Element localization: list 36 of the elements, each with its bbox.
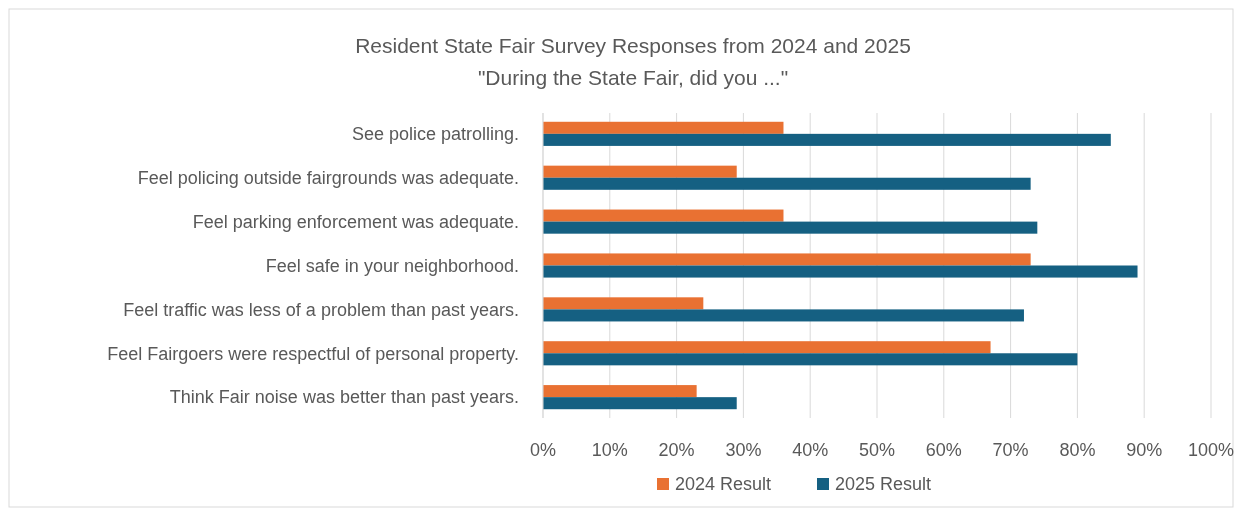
bar: [543, 397, 737, 410]
y-tick-label: Feel Fairgoers were respectful of personal property.: [107, 343, 519, 364]
x-tick-label: 100%: [1187, 440, 1235, 460]
y-tick-label: Feel traffic was less of a problem than past years.: [123, 299, 519, 320]
x-tick-label: 80%: [1059, 440, 1096, 460]
x-tick-label: 30%: [725, 440, 762, 460]
bar: [543, 177, 1031, 190]
chart-title: Resident State Fair Survey Responses from 2024 and 2025: [355, 34, 911, 57]
bar: [543, 341, 991, 354]
y-tick-label: Feel safe in your neighborhood.: [265, 255, 519, 276]
x-tick-label: 50%: [858, 440, 896, 460]
legend-label: 2024 Result: [675, 474, 772, 495]
bar: [543, 121, 784, 134]
x-tick-label: 20%: [658, 440, 695, 460]
bar: [543, 309, 1024, 322]
bar: [543, 253, 1031, 266]
x-tick-label: 60%: [925, 440, 962, 460]
chart-subtitle: "During the State Fair, did you ...": [477, 66, 789, 89]
bar: [543, 353, 1078, 366]
x-tick-label: 10%: [591, 440, 628, 460]
x-tick-label: 90%: [1126, 440, 1163, 460]
bar: [543, 297, 704, 310]
bar: [543, 385, 697, 398]
bar: [543, 165, 737, 178]
x-tick-label: 40%: [792, 440, 829, 460]
y-tick-label: See police patrolling.: [351, 124, 519, 145]
legend-label: 2025 Result: [835, 474, 932, 495]
bar: [543, 209, 784, 222]
x-tick-label: 70%: [992, 440, 1029, 460]
bar: [543, 133, 1111, 146]
y-tick-label: Feel policing outside fairgrounds was adequate.: [137, 168, 519, 189]
x-tick-label: 0%: [529, 440, 557, 460]
y-tick-label: Think Fair noise was better than past years.: [169, 387, 519, 408]
bar: [543, 221, 1038, 234]
bar: [543, 265, 1138, 278]
y-tick-label: Feel parking enforcement was adequate.: [192, 211, 519, 232]
